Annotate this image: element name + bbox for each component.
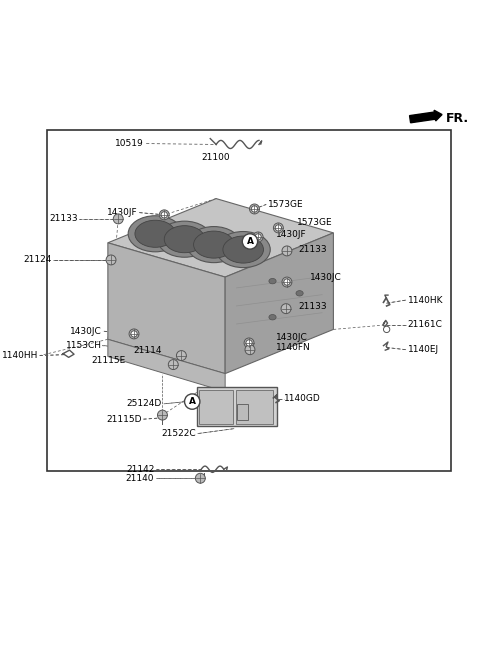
Text: 21115D: 21115D <box>106 415 142 424</box>
Circle shape <box>195 473 205 483</box>
Text: 21124: 21124 <box>23 256 51 264</box>
Text: 1140HK: 1140HK <box>408 296 444 305</box>
Circle shape <box>242 234 258 249</box>
Text: 1153CH: 1153CH <box>66 341 102 350</box>
Circle shape <box>255 234 261 240</box>
Text: 1140FN: 1140FN <box>276 343 311 352</box>
Ellipse shape <box>296 290 303 296</box>
Text: 21119B: 21119B <box>237 414 272 423</box>
Circle shape <box>246 340 252 346</box>
Text: 1573GE: 1573GE <box>268 200 304 209</box>
Text: 1573GE: 1573GE <box>297 218 333 227</box>
Bar <box>199 390 233 424</box>
Polygon shape <box>108 198 334 277</box>
Ellipse shape <box>223 236 264 263</box>
Circle shape <box>106 255 116 265</box>
Text: 1430JC: 1430JC <box>276 333 308 342</box>
Circle shape <box>384 327 390 332</box>
Bar <box>237 404 248 420</box>
Circle shape <box>282 277 292 287</box>
Circle shape <box>253 232 263 242</box>
Text: 21142: 21142 <box>126 464 155 474</box>
Circle shape <box>184 394 200 409</box>
FancyArrow shape <box>409 110 442 123</box>
Circle shape <box>281 304 291 313</box>
Text: 21161C: 21161C <box>408 321 443 329</box>
Text: 21100: 21100 <box>202 154 230 162</box>
Text: FR.: FR. <box>445 112 469 125</box>
Text: 21133: 21133 <box>298 244 327 254</box>
Ellipse shape <box>135 220 176 247</box>
Bar <box>47 130 451 470</box>
Ellipse shape <box>269 315 276 320</box>
Ellipse shape <box>269 279 276 284</box>
Text: 25124D: 25124D <box>127 399 162 409</box>
Ellipse shape <box>157 221 212 258</box>
Ellipse shape <box>164 225 205 253</box>
Text: A: A <box>189 397 196 406</box>
Circle shape <box>244 338 254 348</box>
Bar <box>237 390 274 424</box>
Text: 21140: 21140 <box>126 474 155 483</box>
Text: 10519: 10519 <box>115 139 144 148</box>
Circle shape <box>250 204 259 214</box>
Polygon shape <box>225 233 334 374</box>
Circle shape <box>168 359 178 369</box>
Circle shape <box>284 279 290 285</box>
Circle shape <box>131 330 137 337</box>
Bar <box>197 387 277 426</box>
Circle shape <box>274 223 283 233</box>
Ellipse shape <box>193 231 234 258</box>
Text: A: A <box>246 237 253 246</box>
Text: 1430JF: 1430JF <box>276 230 307 239</box>
Text: 1140HH: 1140HH <box>1 351 38 360</box>
Polygon shape <box>108 243 225 374</box>
Text: 21115E: 21115E <box>92 357 126 365</box>
Ellipse shape <box>187 227 241 263</box>
Text: 21133: 21133 <box>49 214 78 223</box>
Text: 1140EJ: 1140EJ <box>408 345 439 354</box>
Text: 1140GD: 1140GD <box>284 394 321 403</box>
Circle shape <box>157 410 168 420</box>
Polygon shape <box>108 339 225 392</box>
Circle shape <box>113 214 123 224</box>
Circle shape <box>282 246 292 256</box>
Circle shape <box>177 351 186 361</box>
Circle shape <box>129 329 139 339</box>
Text: 1430JC: 1430JC <box>310 273 341 283</box>
Text: 21133: 21133 <box>298 302 327 311</box>
Ellipse shape <box>128 215 182 252</box>
Text: 1430JC: 1430JC <box>70 327 102 336</box>
Circle shape <box>161 212 168 218</box>
Text: 21114: 21114 <box>133 346 162 355</box>
Text: 1430JF: 1430JF <box>107 208 137 217</box>
Circle shape <box>275 225 282 231</box>
Ellipse shape <box>216 231 270 267</box>
Circle shape <box>245 345 255 355</box>
Text: 21522C: 21522C <box>161 429 196 438</box>
Circle shape <box>159 210 169 220</box>
Circle shape <box>252 206 258 212</box>
